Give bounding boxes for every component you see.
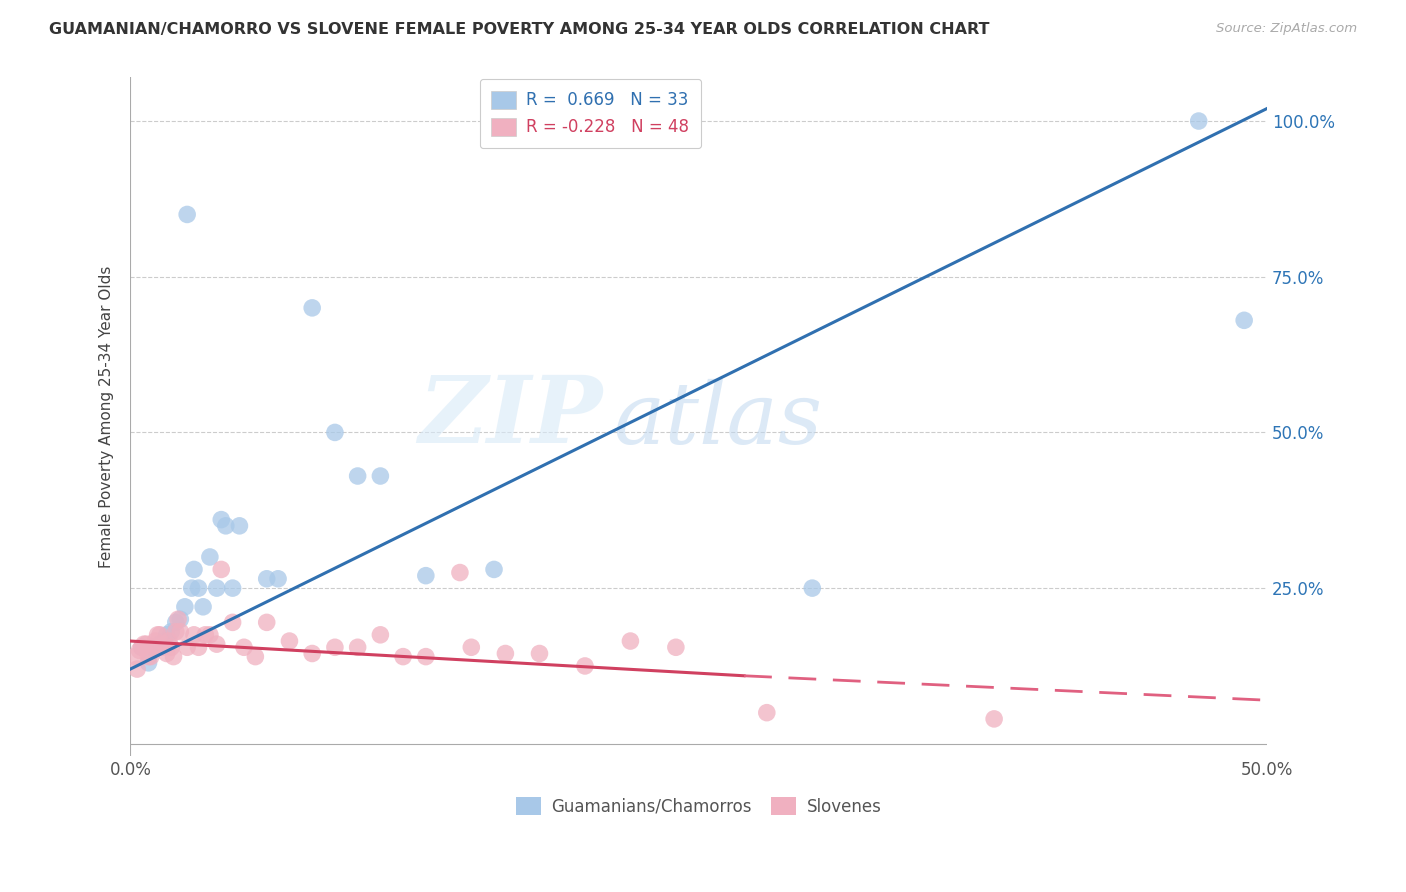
Text: ZIP: ZIP (418, 372, 602, 462)
Point (146, 628, 169, 642)
Point (415, 649, 437, 664)
Y-axis label: Female Poverty Among 25-34 Year Olds: Female Poverty Among 25-34 Year Olds (100, 266, 114, 568)
Point (221, 581, 243, 595)
Point (142, 640, 165, 655)
Point (138, 656, 160, 670)
Point (392, 649, 415, 664)
Point (169, 612, 191, 626)
Legend: Guamanians/Chamorros, Slovenes: Guamanians/Chamorros, Slovenes (509, 790, 889, 822)
Point (198, 549, 221, 564)
Point (176, 207, 198, 221)
Point (162, 649, 184, 664)
Point (1188, 114, 1211, 128)
Point (135, 637, 157, 651)
Point (665, 640, 688, 655)
Point (187, 640, 209, 655)
Point (149, 628, 172, 642)
Point (160, 640, 183, 655)
Point (165, 615, 187, 630)
Point (132, 637, 155, 651)
Point (138, 649, 160, 664)
Point (346, 640, 368, 655)
Point (183, 628, 205, 642)
Point (167, 612, 190, 626)
Text: Source: ZipAtlas.com: Source: ZipAtlas.com (1216, 22, 1357, 36)
Point (1233, 313, 1256, 327)
Point (157, 634, 180, 648)
Point (131, 640, 153, 655)
Point (149, 637, 172, 651)
Point (153, 637, 176, 651)
Point (176, 640, 198, 655)
Point (183, 562, 205, 576)
Point (755, 706, 778, 720)
Point (346, 469, 368, 483)
Point (156, 647, 179, 661)
Point (205, 581, 228, 595)
Point (160, 624, 183, 639)
Point (165, 624, 187, 639)
Point (146, 640, 169, 655)
Point (131, 640, 153, 655)
Point (156, 628, 179, 642)
Point (228, 519, 250, 533)
Point (301, 647, 323, 661)
Point (221, 615, 243, 630)
Point (278, 634, 301, 648)
Point (209, 513, 232, 527)
Point (460, 640, 482, 655)
Point (449, 566, 471, 580)
Point (983, 712, 1005, 726)
Point (801, 581, 824, 595)
Point (619, 634, 641, 648)
Point (233, 640, 256, 655)
Point (574, 659, 596, 673)
Point (142, 640, 165, 655)
Point (205, 637, 228, 651)
Point (128, 643, 150, 657)
Point (139, 649, 162, 664)
Point (482, 562, 505, 576)
Point (124, 649, 146, 664)
Point (191, 599, 214, 614)
Point (415, 568, 437, 582)
Point (209, 562, 232, 576)
Point (370, 469, 392, 483)
Point (215, 519, 238, 533)
Point (169, 624, 191, 639)
Point (529, 647, 551, 661)
Text: atlas: atlas (613, 379, 823, 461)
Text: GUAMANIAN/CHAMORRO VS SLOVENE FEMALE POVERTY AMONG 25-34 YEAR OLDS CORRELATION C: GUAMANIAN/CHAMORRO VS SLOVENE FEMALE POV… (49, 22, 990, 37)
Point (153, 634, 176, 648)
Point (323, 425, 346, 440)
Point (256, 572, 278, 586)
Point (301, 301, 323, 315)
Point (494, 647, 516, 661)
Point (173, 599, 195, 614)
Point (143, 634, 166, 648)
Point (256, 615, 278, 630)
Point (194, 628, 217, 642)
Point (198, 628, 221, 642)
Point (187, 581, 209, 595)
Point (180, 581, 202, 595)
Point (127, 662, 149, 676)
Point (323, 640, 346, 655)
Point (150, 640, 173, 655)
Point (267, 572, 290, 586)
Point (245, 649, 267, 664)
Point (370, 628, 392, 642)
